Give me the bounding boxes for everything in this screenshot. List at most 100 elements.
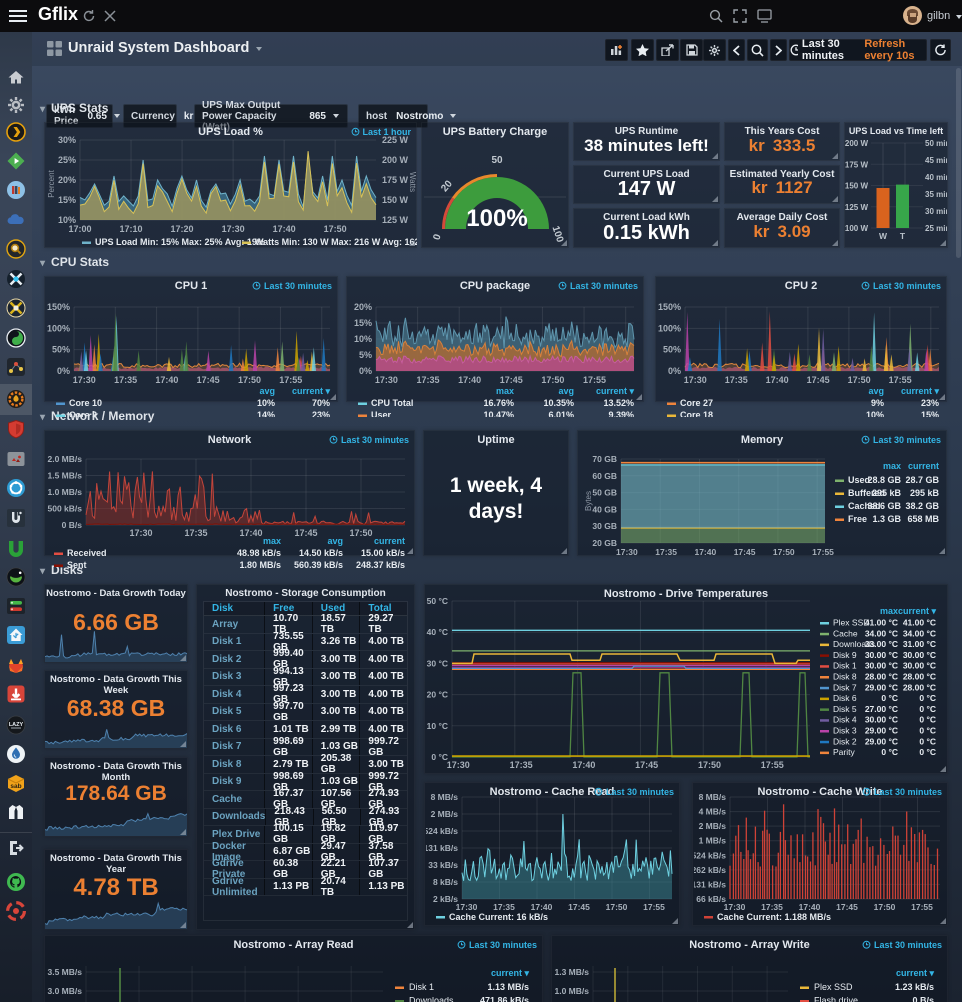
svg-text:Watts Min: 130 W Max: 216 W: Watts Min: 130 W Max: 216 W Avg: 162 W: [255, 237, 417, 247]
svg-text:17:50: 17:50: [238, 375, 261, 385]
svg-text:17:45: 17:45: [807, 375, 830, 385]
svg-text:avg: avg: [327, 536, 343, 546]
svg-text:17:45: 17:45: [568, 902, 590, 912]
svg-text:CPU Total: CPU Total: [371, 398, 413, 408]
svg-text:50%: 50%: [52, 345, 70, 355]
svg-text:17:50: 17:50: [874, 902, 896, 912]
svg-text:150%: 150%: [47, 302, 70, 312]
svg-text:524 kB/s: 524 kB/s: [426, 826, 458, 836]
svg-text:Plex SSD: Plex SSD: [833, 618, 869, 628]
svg-text:User: User: [371, 410, 392, 417]
svg-text:17:45: 17:45: [500, 375, 523, 385]
svg-text:50 GB: 50 GB: [592, 488, 617, 498]
svg-text:T: T: [900, 231, 906, 241]
svg-text:17:55: 17:55: [643, 902, 665, 912]
svg-text:1.23 kB/s: 1.23 kB/s: [895, 982, 934, 992]
svg-text:current ▾: current ▾: [292, 386, 331, 396]
svg-text:avg: avg: [259, 386, 275, 396]
svg-text:W: W: [879, 231, 888, 241]
svg-text:30.00 °C: 30.00 °C: [865, 661, 898, 671]
svg-text:10%: 10%: [866, 410, 884, 417]
svg-text:16.76%: 16.76%: [483, 398, 514, 408]
svg-text:15%: 15%: [354, 318, 372, 328]
svg-text:10 °C: 10 °C: [427, 721, 448, 731]
svg-text:10%: 10%: [257, 398, 275, 408]
svg-text:Used: Used: [848, 475, 870, 485]
svg-text:Disk 4: Disk 4: [833, 715, 857, 725]
svg-text:17:30: 17:30: [129, 528, 152, 538]
svg-text:23%: 23%: [312, 410, 330, 417]
svg-text:17:40: 17:40: [694, 547, 716, 557]
svg-text:17:35: 17:35: [510, 760, 533, 770]
svg-text:50 °C: 50 °C: [427, 596, 448, 606]
svg-text:50%: 50%: [663, 345, 681, 355]
svg-text:30 °C: 30 °C: [427, 658, 448, 668]
svg-text:1.3 GB: 1.3 GB: [872, 514, 901, 524]
svg-text:175 W: 175 W: [382, 175, 409, 185]
svg-text:3.0 MB/s: 3.0 MB/s: [48, 986, 83, 996]
svg-text:33 kB/s: 33 kB/s: [428, 860, 458, 870]
svg-text:1.80 MB/s: 1.80 MB/s: [239, 560, 281, 569]
svg-text:13.52%: 13.52%: [603, 398, 634, 408]
svg-text:100%: 100%: [47, 323, 70, 333]
svg-text:41.00 °C: 41.00 °C: [865, 618, 898, 628]
svg-text:17:55: 17:55: [583, 375, 606, 385]
svg-text:Disk 1: Disk 1: [409, 982, 434, 992]
svg-text:17:30: 17:30: [222, 224, 245, 234]
svg-text:Flash drive: Flash drive: [814, 996, 858, 1002]
svg-text:9%: 9%: [871, 398, 884, 408]
svg-text:262 kB/s: 262 kB/s: [694, 865, 726, 875]
svg-text:40 °C: 40 °C: [427, 627, 448, 637]
svg-text:0 °C: 0 °C: [919, 693, 936, 703]
svg-text:17:45: 17:45: [294, 528, 317, 538]
svg-text:Core 18: Core 18: [680, 410, 713, 417]
svg-text:30.00 °C: 30.00 °C: [865, 715, 898, 725]
svg-text:10%: 10%: [58, 215, 76, 225]
svg-text:2 kB/s: 2 kB/s: [433, 894, 458, 904]
svg-text:20%: 20%: [58, 175, 76, 185]
svg-text:0 B/s: 0 B/s: [62, 520, 83, 530]
svg-text:1.5 MB/s: 1.5 MB/s: [48, 471, 83, 481]
svg-text:17:40: 17:40: [572, 760, 595, 770]
svg-text:125 W: 125 W: [845, 203, 868, 212]
svg-text:70 GB: 70 GB: [592, 454, 617, 464]
svg-text:17:55: 17:55: [279, 375, 302, 385]
svg-text:28.00 °C: 28.00 °C: [903, 672, 936, 682]
svg-text:0 °C: 0 °C: [881, 693, 898, 703]
svg-text:17:35: 17:35: [725, 375, 748, 385]
svg-text:23%: 23%: [921, 398, 939, 408]
svg-text:4 MB/s: 4 MB/s: [699, 807, 727, 817]
svg-text:200 W: 200 W: [845, 139, 868, 148]
svg-text:150 W: 150 W: [382, 195, 409, 205]
svg-text:48.98 kB/s: 48.98 kB/s: [237, 548, 281, 558]
svg-text:0%: 0%: [668, 366, 681, 376]
svg-text:Plex SSD: Plex SSD: [814, 982, 853, 992]
svg-text:1.0 MB/s: 1.0 MB/s: [555, 986, 590, 996]
svg-text:17:30: 17:30: [684, 375, 707, 385]
svg-text:1.0 MB/s: 1.0 MB/s: [48, 487, 83, 497]
svg-text:60 GB: 60 GB: [592, 471, 617, 481]
svg-text:471.86 kB/s: 471.86 kB/s: [480, 996, 529, 1002]
svg-text:20 °C: 20 °C: [427, 690, 448, 700]
svg-text:14.50 kB/s: 14.50 kB/s: [299, 548, 343, 558]
svg-text:17:35: 17:35: [493, 902, 515, 912]
svg-text:17:45: 17:45: [635, 760, 658, 770]
svg-text:248.37 kB/s: 248.37 kB/s: [356, 560, 405, 569]
svg-text:17:40: 17:40: [531, 902, 553, 912]
svg-text:17:50: 17:50: [848, 375, 871, 385]
svg-text:28.00 °C: 28.00 °C: [865, 672, 898, 682]
svg-text:17:40: 17:40: [458, 375, 481, 385]
svg-text:avg: avg: [868, 386, 884, 396]
svg-text:17:10: 17:10: [120, 224, 143, 234]
svg-text:30.00 °C: 30.00 °C: [865, 650, 898, 660]
svg-text:25 min: 25 min: [925, 224, 947, 233]
svg-text:34.00 °C: 34.00 °C: [865, 628, 898, 638]
svg-text:17:30: 17:30: [447, 760, 470, 770]
svg-text:150 W: 150 W: [845, 182, 868, 191]
svg-text:29.00 °C: 29.00 °C: [865, 726, 898, 736]
svg-text:34.00 °C: 34.00 °C: [903, 628, 936, 638]
svg-text:17:40: 17:40: [799, 902, 821, 912]
svg-text:Watts: Watts: [408, 172, 417, 192]
svg-text:Downloads: Downloads: [409, 996, 454, 1002]
svg-text:17:30: 17:30: [73, 375, 96, 385]
